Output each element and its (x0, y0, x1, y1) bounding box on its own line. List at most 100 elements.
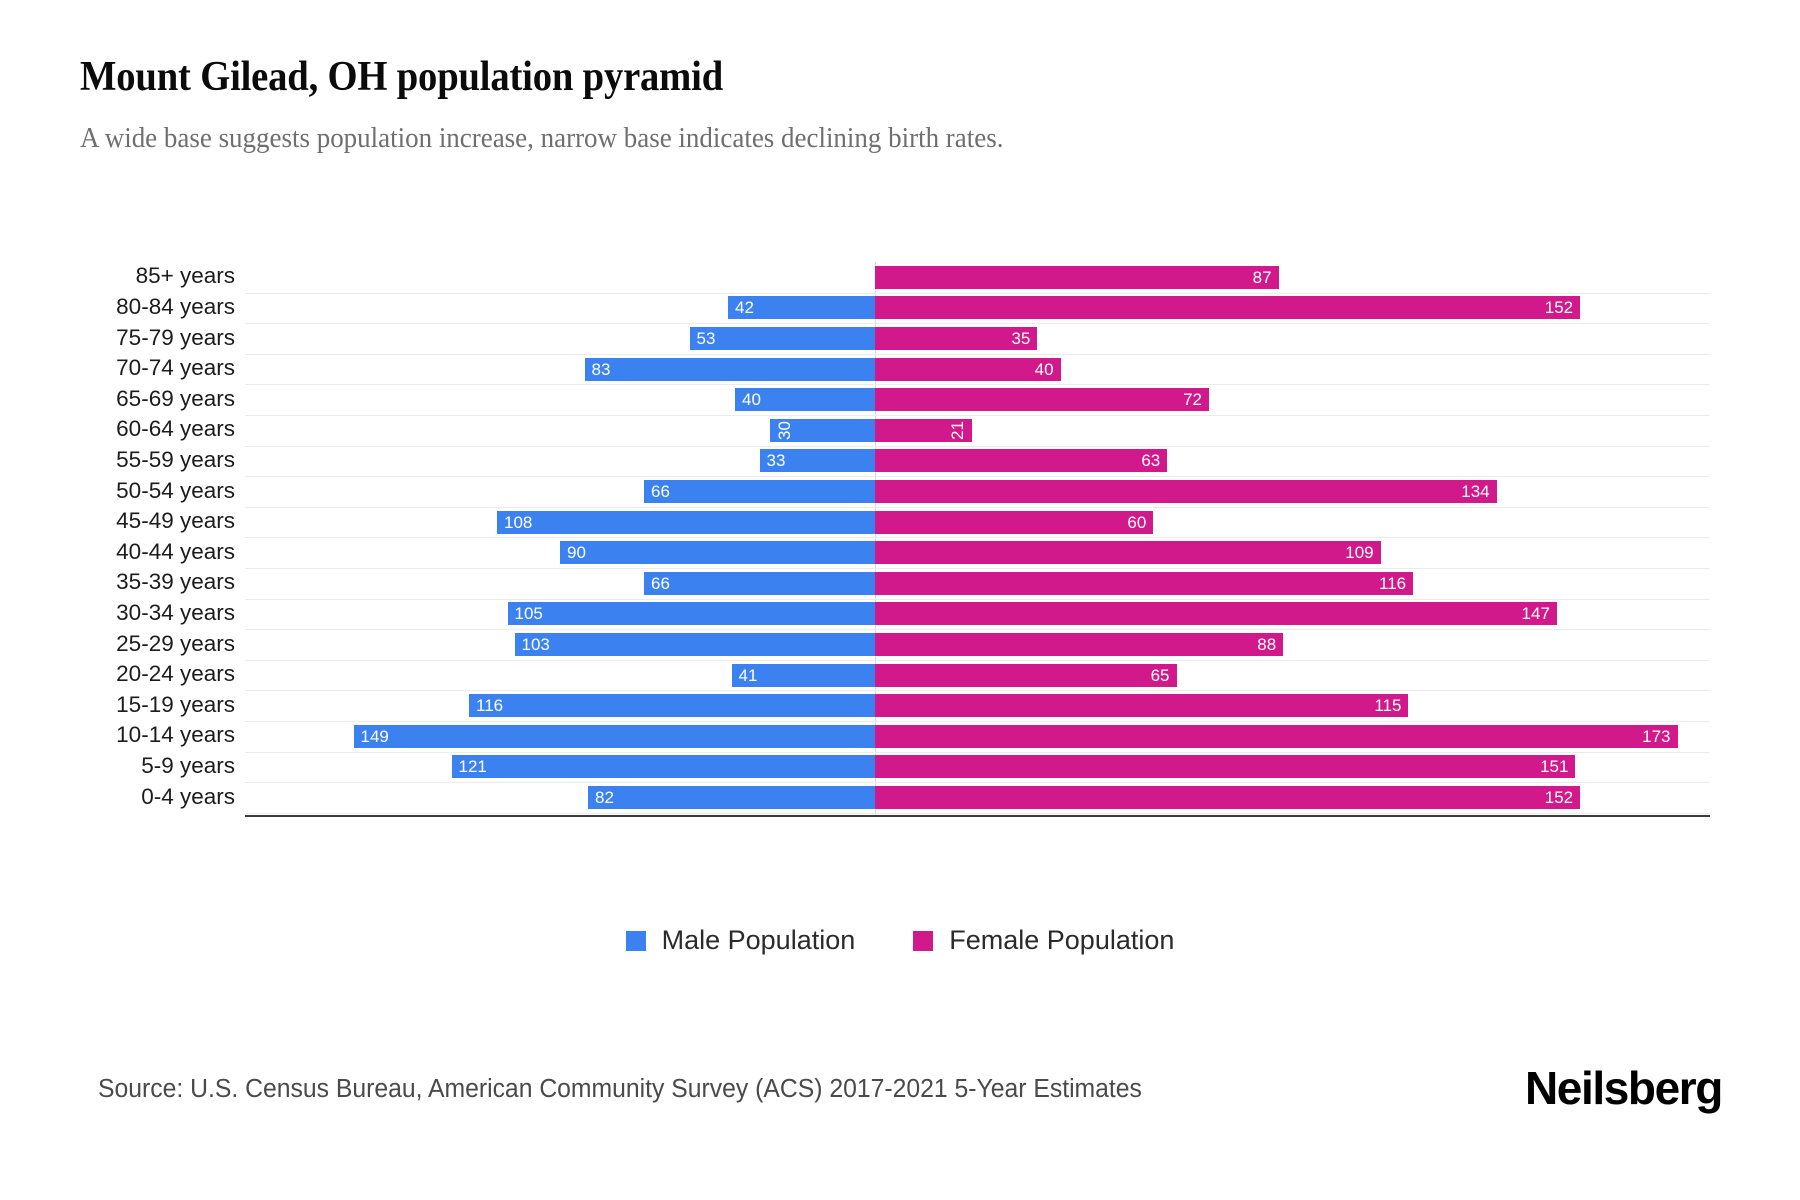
bar-value-label: 151 (1540, 757, 1569, 777)
bar-male[interactable]: 83 (584, 357, 875, 381)
y-axis-tick-label: 80-84 years (116, 293, 235, 319)
square-icon (913, 930, 934, 951)
y-axis-tick-label: 5-9 years (141, 752, 235, 778)
bar-value-label: 63 (1141, 451, 1161, 471)
y-axis-tick-label: 50-54 years (116, 477, 235, 503)
bar-female[interactable]: 115 (875, 694, 1409, 718)
x-axis-baseline (245, 814, 1710, 817)
bar-female[interactable]: 63 (875, 449, 1168, 473)
bar-female[interactable]: 116 (875, 571, 1414, 595)
bar-female[interactable]: 152 (875, 786, 1581, 809)
y-axis-tick-label: 30-34 years (116, 599, 235, 625)
bar-value-label: 108 (504, 512, 533, 532)
gridline (245, 660, 1710, 661)
bar-value-label: 152 (1544, 298, 1574, 318)
y-axis-tick-label: 35-39 years (116, 569, 235, 595)
y-axis-tick-label: 75-79 years (116, 324, 235, 350)
bar-female[interactable]: 65 (875, 663, 1177, 687)
bar-value-label: 53 (696, 329, 716, 348)
bar-male[interactable]: 90 (560, 541, 875, 565)
bar-value-label: 66 (651, 573, 670, 593)
legend-label-male: Male Population (661, 925, 856, 955)
bar-male[interactable]: 30 (770, 418, 875, 442)
gridline (245, 568, 1710, 569)
chart-row: 90 109 (245, 541, 1710, 565)
bar-value-label: 147 (1521, 604, 1550, 624)
y-axis-tick-label: 40-44 years (116, 538, 235, 564)
legend-item-male[interactable]: Male Population (625, 925, 856, 956)
bar-female[interactable]: 151 (875, 755, 1576, 779)
bar-male[interactable]: 66 (644, 571, 875, 595)
chart-row: 30 21 (245, 418, 1710, 442)
bar-value-label: 115 (1374, 696, 1402, 716)
bar-value-label: 41 (738, 665, 758, 685)
bar-female[interactable]: 40 (875, 357, 1061, 381)
bar-male[interactable]: 116 (469, 694, 875, 718)
bar-value-label: 90 (567, 543, 586, 563)
bar-value-label: 109 (1345, 543, 1374, 563)
bar-male[interactable]: 40 (735, 388, 875, 412)
bar-value-label: 116 (476, 696, 504, 716)
gridline (245, 446, 1710, 447)
bar-male[interactable]: 33 (759, 449, 875, 473)
bar-value-label: 83 (591, 359, 611, 379)
chart-row: 103 88 (245, 633, 1710, 656)
y-axis-tick-label: 20-24 years (116, 661, 235, 687)
bar-value-label: 42 (735, 298, 754, 318)
y-axis-tick-label: 10-14 years (116, 722, 235, 748)
chart-row: 53 35 (245, 327, 1710, 350)
gridline (245, 507, 1710, 508)
page-title: Mount Gilead, OH population pyramid (80, 54, 724, 100)
bar-male[interactable]: 149 (353, 724, 875, 748)
bar-female[interactable]: 88 (875, 633, 1284, 656)
bar-value-label: 103 (521, 635, 550, 654)
square-icon (625, 930, 646, 951)
bar-female[interactable]: 35 (875, 327, 1038, 350)
chart-row: 40 72 (245, 388, 1710, 412)
gridline (245, 752, 1710, 753)
bar-value-label: 173 (1642, 726, 1671, 746)
bar-female[interactable]: 134 (875, 480, 1497, 503)
bar-female[interactable]: 147 (875, 602, 1557, 626)
gridline (245, 629, 1710, 630)
bar-female[interactable]: 152 (875, 296, 1581, 320)
bar-value-label: 82 (595, 788, 614, 807)
bar-male[interactable]: 103 (514, 633, 875, 656)
bar-male[interactable]: 121 (451, 755, 875, 779)
bar-value-label: 60 (1127, 512, 1147, 532)
y-axis-labels: 85+ years 80-84 years 75-79 years 70-74 yea… (80, 262, 235, 882)
legend-item-female[interactable]: Female Population (913, 925, 1174, 956)
bar-male[interactable]: 66 (644, 480, 875, 503)
bars-container: 87 42 152 53 35 83 40 40 72 30 21 33 63 66 134 108 60 90 1… (245, 262, 1710, 882)
center-axis-line (875, 262, 876, 815)
bar-female[interactable]: 60 (875, 510, 1154, 534)
bar-female[interactable]: 72 (875, 388, 1209, 412)
gridline (245, 384, 1710, 385)
gridline (245, 599, 1710, 600)
y-axis-tick-label: 65-69 years (116, 385, 235, 411)
bar-value-label: 134 (1461, 482, 1490, 501)
chart-footer: Source: U.S. Census Bureau, American Com… (0, 1062, 1800, 1135)
bar-male[interactable]: 42 (728, 296, 875, 320)
bar-male[interactable]: 53 (689, 327, 875, 350)
chart-header: Mount Gilead, OH population pyramid A wi… (80, 52, 1730, 156)
bar-female[interactable]: 87 (875, 265, 1279, 289)
bar-female[interactable]: 109 (875, 541, 1381, 565)
bar-female[interactable]: 173 (875, 724, 1678, 748)
chart-subtitle: A wide base suggests population increase… (80, 122, 1004, 154)
gridline (245, 537, 1710, 538)
y-axis-tick-label: 85+ years (135, 263, 235, 289)
chart-row: 108 60 (245, 510, 1710, 534)
y-axis-tick-label: 60-64 years (116, 416, 235, 442)
gridline (245, 415, 1710, 416)
bar-female[interactable]: 21 (875, 418, 973, 442)
bar-male[interactable]: 108 (497, 510, 875, 534)
bar-male[interactable]: 82 (588, 786, 875, 809)
bar-male[interactable]: 41 (731, 663, 875, 687)
bar-male[interactable]: 105 (507, 602, 875, 626)
plot-area: 85+ years 80-84 years 75-79 years 70-74 yea… (80, 262, 1740, 902)
bar-value-label: 87 (1252, 267, 1272, 287)
bar-value-label: 35 (1011, 329, 1031, 348)
chart-row: 42 152 (245, 296, 1710, 320)
